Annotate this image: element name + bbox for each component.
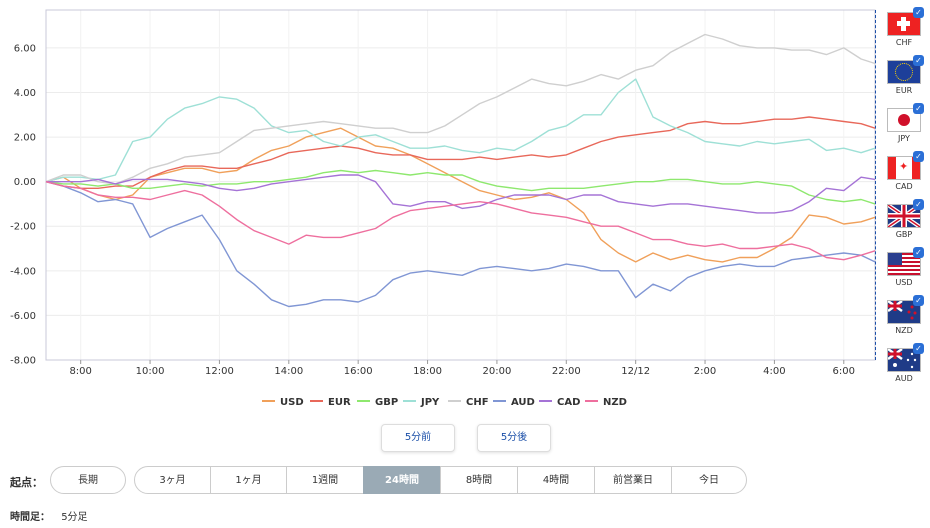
legend[interactable]: USD EUR GBP JPY CHF AUD CAD NZD: [262, 397, 627, 408]
flag-label: EUR: [895, 86, 913, 95]
flag-eur[interactable]: ✓ EUR: [886, 55, 924, 100]
legend-label: JPY: [420, 397, 440, 408]
x-tick-label: 12/12: [621, 366, 650, 377]
prev-5min-button[interactable]: 5分前: [381, 424, 455, 452]
range-3-months-button[interactable]: 3ヶ月: [134, 466, 211, 494]
x-tick-label: 8:00: [69, 366, 91, 377]
y-tick-label: 2.00: [14, 133, 36, 144]
x-tick-label: 18:00: [413, 366, 442, 377]
range-4-hours-button[interactable]: 4時間: [517, 466, 595, 494]
y-tick-label: -2.00: [10, 222, 36, 233]
series-line-eur: [45, 116, 876, 190]
x-tick-label: 10:00: [136, 366, 165, 377]
range-previous-business-day-button[interactable]: 前営業日: [594, 466, 672, 494]
range-8-hours-button[interactable]: 8時間: [440, 466, 518, 494]
flag-label: AUD: [895, 374, 913, 383]
flag-label: USD: [895, 278, 913, 287]
legend-label: CAD: [557, 397, 580, 408]
flag-label: NZD: [895, 326, 913, 335]
interval-info: 時間足： 5分足: [10, 508, 88, 523]
check-icon: ✓: [913, 55, 924, 66]
chart-grid: [46, 10, 875, 361]
legend-label: USD: [280, 397, 304, 408]
y-tick-label: -4.00: [10, 266, 36, 277]
y-tick-label: 6.00: [14, 43, 36, 54]
range-24-hours-button[interactable]: 24時間: [363, 466, 441, 494]
flag-label: GBP: [895, 230, 913, 239]
us-flag-icon: [887, 252, 921, 276]
range-1-week-button[interactable]: 1週間: [286, 466, 364, 494]
flag-label: JPY: [898, 134, 910, 143]
check-icon: ✓: [913, 151, 924, 162]
series-line-aud: [45, 181, 876, 308]
series-line-gbp: [45, 169, 876, 205]
flag-chf[interactable]: ✓ CHF: [886, 7, 924, 52]
flag-cad[interactable]: ✦ ✓ CAD: [886, 151, 924, 196]
interval-value: 5分足: [61, 512, 88, 523]
legend-item-chf[interactable]: CHF: [448, 397, 489, 408]
x-tick-label: 16:00: [344, 366, 373, 377]
series-line-jpy: [45, 78, 876, 183]
flag-usd[interactable]: ✓ USD: [886, 247, 924, 292]
series-lines: [45, 33, 876, 308]
check-icon: ✓: [913, 103, 924, 114]
flag-aud[interactable]: ✓ AUD: [886, 343, 924, 388]
series-line-cad: [46, 174, 876, 214]
series-line-chf: [45, 33, 876, 185]
start-point-label: 起点：: [10, 476, 43, 489]
x-axis: 8:00 10:00 12:00 14:00 16:00 18:00 20:00 22:00 1…: [69, 360, 855, 377]
nz-flag-icon: [887, 300, 921, 324]
legend-item-eur[interactable]: EUR: [310, 397, 351, 408]
flag-label: CHF: [895, 38, 913, 47]
series-line-usd: [45, 127, 876, 263]
x-tick-label: 6:00: [833, 366, 855, 377]
x-tick-label: 12:00: [205, 366, 234, 377]
x-tick-label: 20:00: [483, 366, 512, 377]
range-1-month-button[interactable]: 1ヶ月: [210, 466, 287, 494]
legend-label: EUR: [328, 397, 351, 408]
flag-panel-divider: [875, 10, 876, 360]
legend-item-aud[interactable]: AUD: [493, 397, 535, 408]
range-long-term-button[interactable]: 長期: [50, 466, 126, 494]
currency-strength-chart: 6.00 4.00 2.00 0.00 -2.00 -4.00 -6.00 -8.00 8:0…: [10, 9, 876, 408]
check-icon: ✓: [913, 295, 924, 306]
legend-item-cad[interactable]: CAD: [539, 397, 580, 408]
legend-item-nzd[interactable]: NZD: [585, 397, 627, 408]
y-tick-label: -8.00: [10, 356, 36, 367]
series-line-nzd: [45, 181, 876, 261]
x-tick-label: 4:00: [763, 366, 785, 377]
uk-flag-icon: [887, 204, 921, 228]
interval-label: 時間足：: [10, 512, 50, 523]
check-icon: ✓: [913, 199, 924, 210]
check-icon: ✓: [913, 247, 924, 258]
flag-nzd[interactable]: ✓ NZD: [886, 295, 924, 340]
legend-item-gbp[interactable]: GBP: [357, 397, 398, 408]
next-5min-button[interactable]: 5分後: [477, 424, 551, 452]
y-tick-label: -6.00: [10, 311, 36, 322]
check-icon: ✓: [913, 343, 924, 354]
flag-label: CAD: [895, 182, 913, 191]
legend-label: GBP: [375, 397, 398, 408]
flag-jpy[interactable]: ✓ JPY: [886, 103, 924, 148]
x-tick-label: 22:00: [552, 366, 581, 377]
range-today-button[interactable]: 今日: [671, 466, 747, 494]
australia-flag-icon: [887, 348, 921, 372]
legend-item-usd[interactable]: USD: [262, 397, 304, 408]
flag-gbp[interactable]: ✓ GBP: [886, 199, 924, 244]
legend-label: NZD: [603, 397, 627, 408]
y-tick-label: 0.00: [14, 177, 36, 188]
legend-item-jpy[interactable]: JPY: [403, 397, 440, 408]
legend-label: CHF: [466, 397, 489, 408]
legend-label: AUD: [511, 397, 535, 408]
y-axis: 6.00 4.00 2.00 0.00 -2.00 -4.00 -6.00 -8.00: [10, 43, 36, 366]
x-tick-label: 14:00: [274, 366, 303, 377]
plot-area-border: [45, 9, 876, 361]
x-tick-label: 2:00: [694, 366, 716, 377]
y-tick-label: 4.00: [14, 88, 36, 99]
check-icon: ✓: [913, 7, 924, 18]
